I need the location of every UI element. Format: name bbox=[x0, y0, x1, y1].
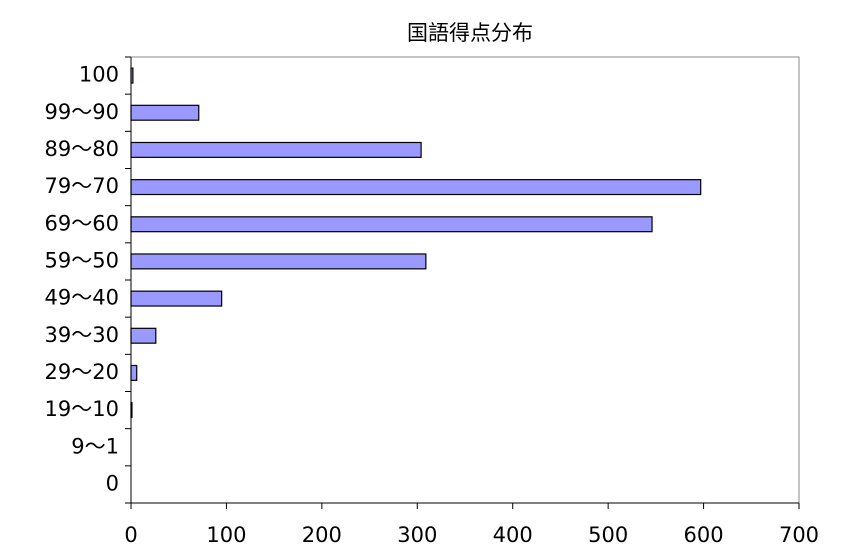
y-tick-label: 100 bbox=[79, 63, 119, 87]
x-tick-label: 500 bbox=[588, 523, 628, 547]
bar bbox=[130, 104, 200, 121]
bar bbox=[130, 179, 702, 196]
x-tick-label: 200 bbox=[302, 523, 342, 547]
bar bbox=[130, 67, 134, 84]
y-tick-label: 29～20 bbox=[45, 360, 119, 384]
y-tick-label: 79～70 bbox=[45, 174, 119, 198]
bar bbox=[130, 327, 157, 344]
bar bbox=[130, 216, 653, 233]
y-tick-label: 89～80 bbox=[45, 137, 119, 161]
bar bbox=[130, 141, 422, 158]
x-tick-label: 600 bbox=[684, 523, 724, 547]
x-tick-label: 100 bbox=[206, 523, 246, 547]
y-tick-label: 59～50 bbox=[45, 248, 119, 272]
y-tick-label: 99～90 bbox=[45, 100, 119, 124]
bar bbox=[130, 253, 427, 270]
y-tick-label: 49～40 bbox=[45, 286, 119, 310]
y-tick-label: 0 bbox=[106, 471, 119, 495]
y-tick-label: 39～30 bbox=[45, 323, 119, 347]
bar bbox=[130, 364, 138, 381]
x-tick-label: 300 bbox=[397, 523, 437, 547]
x-tick-label: 400 bbox=[493, 523, 533, 547]
y-tick-label: 9～1 bbox=[71, 434, 119, 458]
chart-title: 国語得点分布 bbox=[407, 21, 533, 45]
y-tick-label: 19～10 bbox=[45, 397, 119, 421]
bar bbox=[130, 402, 133, 419]
x-tick-label: 0 bbox=[124, 523, 137, 547]
bar bbox=[130, 290, 223, 307]
y-tick-label: 69～60 bbox=[45, 211, 119, 235]
x-tick-label: 700 bbox=[779, 523, 819, 547]
